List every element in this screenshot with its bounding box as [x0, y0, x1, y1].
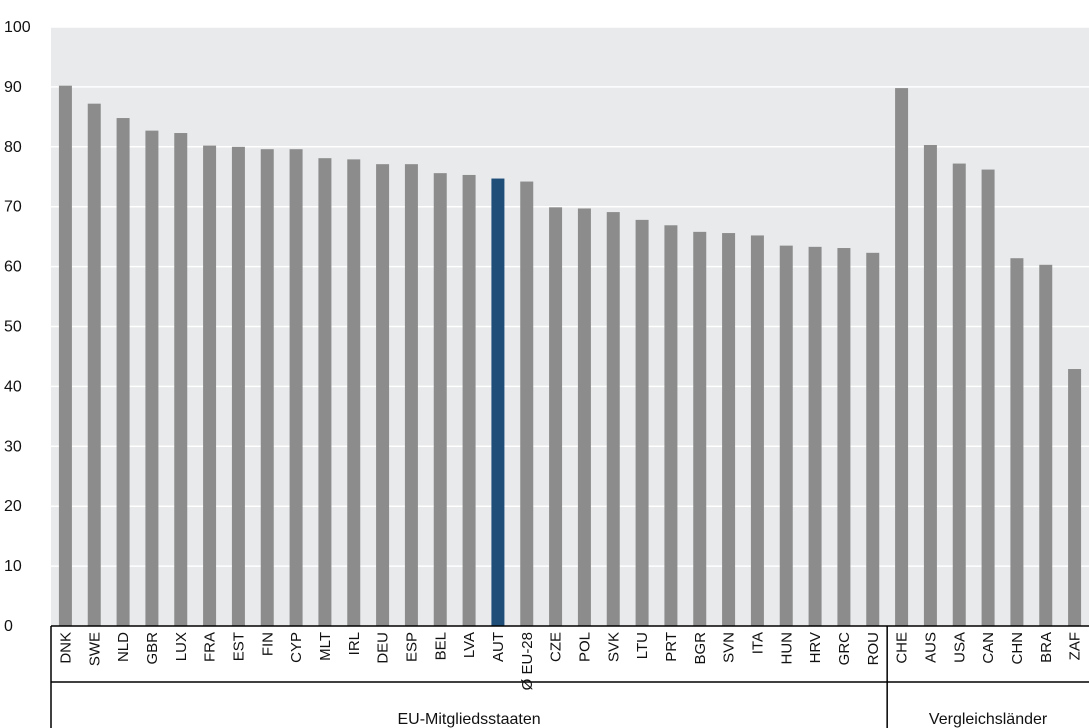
- bar: [923, 145, 937, 627]
- y-tick-label: 70: [4, 199, 22, 216]
- bar: [318, 158, 332, 626]
- category-label: FIN: [259, 632, 276, 656]
- category-label: HUN: [778, 632, 795, 665]
- bar: [520, 181, 534, 627]
- y-tick-label: 10: [4, 558, 22, 575]
- category-label: CAN: [980, 632, 997, 664]
- bar: [952, 163, 966, 626]
- bar: [347, 159, 361, 626]
- bar: [664, 225, 678, 627]
- bar: [145, 130, 159, 626]
- category-label: NLD: [115, 632, 132, 662]
- category-label: USA: [951, 632, 968, 663]
- group-label: EU-Mitgliedsstaaten: [397, 711, 540, 728]
- bar: [462, 174, 476, 626]
- category-label: ROU: [865, 632, 882, 665]
- bar: [808, 246, 822, 626]
- category-label: SWE: [86, 632, 103, 666]
- bar: [693, 231, 707, 626]
- category-label: BGR: [692, 632, 709, 665]
- y-tick-label: 60: [4, 259, 22, 276]
- category-label: FRA: [202, 632, 219, 662]
- bar: [289, 149, 303, 627]
- bar: [404, 164, 418, 626]
- category-label: GBR: [144, 632, 161, 665]
- bar: [174, 133, 188, 626]
- y-tick-label: 100: [4, 19, 31, 36]
- bar: [231, 146, 245, 627]
- y-tick-label: 50: [4, 319, 22, 336]
- category-label: ZAF: [1067, 632, 1084, 660]
- bar: [779, 245, 793, 626]
- y-tick-label: 0: [4, 618, 13, 635]
- category-label: LVA: [461, 632, 478, 658]
- category-label: LTU: [634, 632, 651, 659]
- category-label: CHN: [1009, 632, 1026, 665]
- category-label: BRA: [1038, 632, 1055, 663]
- category-label: POL: [576, 632, 593, 662]
- bar: [376, 164, 390, 626]
- bar: [116, 118, 130, 626]
- category-label: GRC: [836, 632, 853, 666]
- category-label: EST: [230, 632, 247, 661]
- y-tick-label: 40: [4, 378, 22, 395]
- bar: [981, 169, 995, 626]
- category-label: BEL: [432, 632, 449, 660]
- bar-highlight: [491, 178, 505, 626]
- y-tick-label: 90: [4, 79, 22, 96]
- bar: [866, 252, 880, 626]
- category-label: LUX: [173, 632, 190, 661]
- category-label: CZE: [548, 632, 565, 662]
- bar: [260, 149, 274, 627]
- category-label: ESP: [403, 632, 420, 662]
- bar: [837, 248, 851, 626]
- category-label: DEU: [375, 632, 392, 664]
- bar: [750, 235, 764, 626]
- y-tick-label: 30: [4, 438, 22, 455]
- bar: [87, 103, 101, 626]
- bar: [1068, 369, 1082, 626]
- category-label: Ø EU-28: [519, 632, 536, 690]
- bar: [635, 219, 649, 627]
- category-label: PRT: [663, 632, 680, 662]
- bar: [606, 212, 620, 626]
- bar: [549, 207, 563, 626]
- category-label: ITA: [749, 632, 766, 654]
- group-label: Vergleichsländer: [929, 711, 1048, 728]
- category-label: CHE: [894, 632, 911, 664]
- bar: [58, 85, 72, 626]
- category-label: CYP: [288, 632, 305, 663]
- bar: [895, 88, 909, 626]
- category-label: AUT: [490, 632, 507, 662]
- category-label: SVK: [605, 632, 622, 662]
- bar: [203, 145, 217, 627]
- bar: [433, 173, 447, 626]
- category-label: SVN: [721, 632, 738, 663]
- y-tick-label: 20: [4, 498, 22, 515]
- bar: [1010, 258, 1024, 626]
- category-label: HRV: [807, 632, 824, 663]
- bar: [577, 208, 591, 626]
- category-label: AUS: [922, 632, 939, 663]
- bar: [1039, 264, 1053, 626]
- bar: [722, 233, 736, 626]
- category-label: IRL: [346, 632, 363, 655]
- y-tick-label: 80: [4, 139, 22, 156]
- category-label: MLT: [317, 632, 334, 661]
- category-label: DNK: [57, 632, 74, 664]
